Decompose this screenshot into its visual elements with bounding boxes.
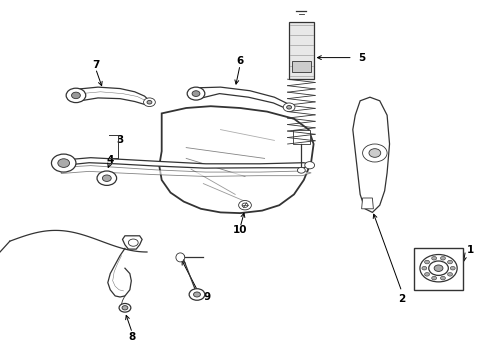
Circle shape [434, 265, 443, 271]
Circle shape [447, 273, 452, 276]
Circle shape [187, 87, 205, 100]
Circle shape [58, 159, 70, 167]
Text: 6: 6 [237, 56, 244, 66]
Bar [414, 248, 463, 290]
Circle shape [369, 149, 381, 157]
Polygon shape [122, 236, 142, 249]
Circle shape [66, 88, 86, 103]
Text: 5: 5 [358, 53, 365, 63]
Text: 7: 7 [92, 60, 99, 70]
Circle shape [189, 289, 205, 300]
Text: 9: 9 [203, 292, 211, 302]
Circle shape [192, 91, 200, 96]
Circle shape [283, 103, 295, 112]
Text: 8: 8 [129, 332, 136, 342]
Circle shape [239, 201, 251, 210]
Polygon shape [362, 198, 373, 209]
Text: 4: 4 [106, 155, 114, 165]
Circle shape [305, 162, 315, 169]
Polygon shape [353, 97, 390, 212]
Circle shape [425, 273, 430, 276]
Text: 1: 1 [467, 245, 474, 255]
Circle shape [432, 256, 437, 260]
Circle shape [128, 239, 138, 246]
Polygon shape [293, 130, 310, 144]
Circle shape [122, 306, 128, 310]
Circle shape [97, 171, 117, 185]
Circle shape [363, 144, 387, 162]
Circle shape [420, 255, 457, 282]
Text: 2: 2 [398, 294, 405, 304]
Circle shape [450, 266, 455, 270]
Circle shape [425, 260, 430, 264]
Ellipse shape [176, 253, 185, 262]
Polygon shape [292, 61, 311, 72]
Circle shape [297, 167, 305, 173]
Circle shape [102, 175, 111, 181]
Circle shape [51, 154, 76, 172]
Circle shape [144, 98, 155, 107]
Circle shape [441, 276, 445, 280]
Circle shape [447, 260, 452, 264]
Circle shape [432, 276, 437, 280]
Polygon shape [76, 87, 149, 104]
Circle shape [429, 261, 448, 275]
Polygon shape [196, 87, 289, 110]
Circle shape [242, 203, 248, 207]
Circle shape [287, 105, 292, 109]
Text: 10: 10 [233, 225, 247, 235]
Polygon shape [61, 158, 311, 168]
Circle shape [422, 266, 427, 270]
Circle shape [147, 100, 152, 104]
Polygon shape [61, 166, 311, 176]
Polygon shape [289, 22, 314, 79]
Circle shape [194, 292, 200, 297]
Circle shape [119, 303, 131, 312]
Text: 3: 3 [117, 135, 123, 145]
Circle shape [72, 92, 80, 99]
Circle shape [441, 256, 445, 260]
